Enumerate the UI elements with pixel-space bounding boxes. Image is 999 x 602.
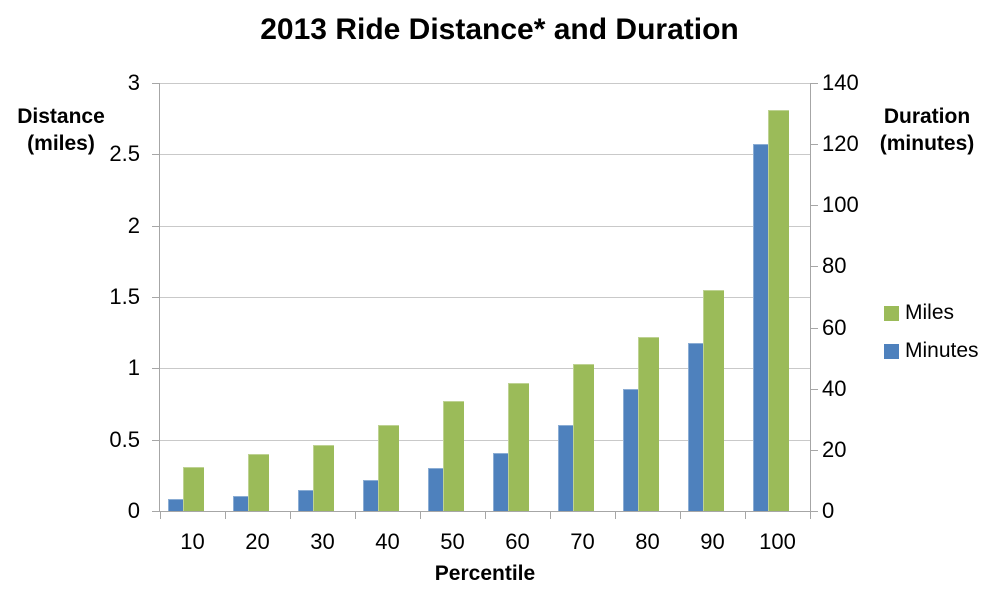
right-axis-tick: [810, 388, 818, 390]
right-axis-tick-label: 80: [822, 253, 847, 279]
right-axis-title-line1: Duration: [883, 105, 971, 128]
x-axis-tick: [680, 511, 681, 519]
right-axis-tick: [810, 327, 818, 329]
left-axis-tick-label: 1: [127, 355, 140, 381]
gridline: [160, 225, 810, 227]
left-axis-tick-label: 0.5: [109, 426, 140, 452]
left-axis-tick: [152, 154, 160, 156]
right-axis-tick-label: 140: [822, 70, 859, 95]
left-axis-title-line1: Distance: [17, 105, 105, 128]
category-label-10: 10: [180, 529, 205, 554]
category-label-100: 100: [759, 529, 796, 554]
legend-swatch-miles-icon: [884, 305, 899, 321]
bar-miles-p50: [443, 401, 464, 511]
bar-minutes-p20: [233, 496, 252, 511]
left-axis-tick-label: 1.5: [109, 284, 140, 309]
bar-miles-p60: [508, 383, 529, 511]
x-axis-tick: [420, 511, 421, 519]
right-axis-tick-label: 60: [822, 314, 847, 340]
bar-miles-p40: [378, 425, 399, 511]
bar-minutes-p10: [168, 499, 187, 511]
category-label-60: 60: [505, 529, 530, 554]
x-axis-tick: [745, 511, 746, 519]
right-axis-tick: [810, 511, 818, 512]
x-axis-tick: [485, 511, 486, 519]
x-axis-tick: [810, 511, 811, 519]
bar-minutes-p30: [298, 490, 317, 511]
bar-miles-p10: [183, 467, 204, 511]
x-axis-tick: [290, 511, 291, 519]
legend-label-miles: Miles: [905, 301, 955, 324]
right-axis-tick-label: 0: [822, 498, 835, 523]
right-axis-tick: [810, 266, 818, 268]
category-label-50: 50: [440, 529, 465, 554]
left-axis-tick-label: 3: [127, 70, 140, 95]
category-label-30: 30: [310, 529, 335, 554]
x-axis-tick: [225, 511, 226, 519]
gridline: [160, 83, 810, 84]
right-axis-title-line2: (minutes): [879, 132, 975, 155]
category-label-20: 20: [245, 529, 270, 554]
left-axis-tick: [152, 439, 160, 441]
x-axis-tick: [615, 511, 616, 519]
right-axis-title: Duration (minutes): [864, 103, 990, 157]
bar-minutes-p40: [363, 480, 382, 511]
right-axis-tick: [810, 144, 818, 146]
category-label-90: 90: [700, 529, 725, 554]
gridline: [160, 368, 810, 370]
left-axis-tick: [152, 83, 160, 84]
left-axis-title-line2: (miles): [27, 132, 95, 155]
right-axis-tick-label: 100: [822, 192, 859, 218]
bar-minutes-p90: [688, 343, 707, 511]
right-axis-tick-label: 20: [822, 436, 847, 462]
right-axis-tick-label: 40: [822, 375, 847, 401]
bar-minutes-p70: [558, 425, 577, 511]
right-axis-tick: [810, 83, 818, 84]
bar-minutes-p80: [623, 389, 642, 511]
category-label-80: 80: [635, 529, 660, 554]
legend-item-minutes: Minutes: [884, 339, 979, 362]
left-axis-tick-label: 2.5: [109, 141, 140, 167]
left-axis-tick: [152, 511, 160, 512]
gridline: [160, 439, 810, 441]
right-axis-line: [810, 83, 811, 512]
legend-swatch-minutes-icon: [884, 343, 899, 359]
bar-miles-p90: [703, 290, 724, 511]
x-axis-tick: [550, 511, 551, 519]
left-axis-title: Distance (miles): [4, 103, 118, 157]
plot-area: [160, 83, 810, 511]
left-axis-tick: [152, 297, 160, 298]
bar-miles-p70: [573, 364, 594, 511]
left-axis-tick: [152, 368, 160, 370]
bar-minutes-p50: [428, 468, 447, 511]
bar-miles-p20: [248, 454, 269, 511]
x-axis-title: Percentile: [434, 562, 536, 585]
left-axis-tick-label: 0: [127, 498, 140, 523]
legend-label-minutes: Minutes: [905, 339, 979, 362]
legend-item-miles: Miles: [884, 301, 955, 324]
right-axis-tick-label: 120: [822, 131, 859, 157]
bar-minutes-p60: [493, 453, 512, 511]
x-axis-tick: [355, 511, 356, 519]
gridline: [160, 297, 810, 298]
bar-miles-p100: [768, 110, 789, 511]
category-label-70: 70: [570, 529, 595, 554]
bar-miles-p80: [638, 337, 659, 511]
x-axis-tick: [160, 511, 161, 519]
category-label-40: 40: [375, 529, 400, 554]
chart-title: 2013 Ride Distance* and Duration: [260, 13, 739, 46]
right-axis-tick: [810, 205, 818, 207]
gridline: [160, 154, 810, 156]
right-axis-tick: [810, 449, 818, 451]
bar-miles-p30: [313, 445, 334, 511]
left-axis-tick: [152, 225, 160, 227]
bar-minutes-p100: [753, 144, 772, 511]
left-axis-tick-label: 2: [127, 212, 140, 238]
